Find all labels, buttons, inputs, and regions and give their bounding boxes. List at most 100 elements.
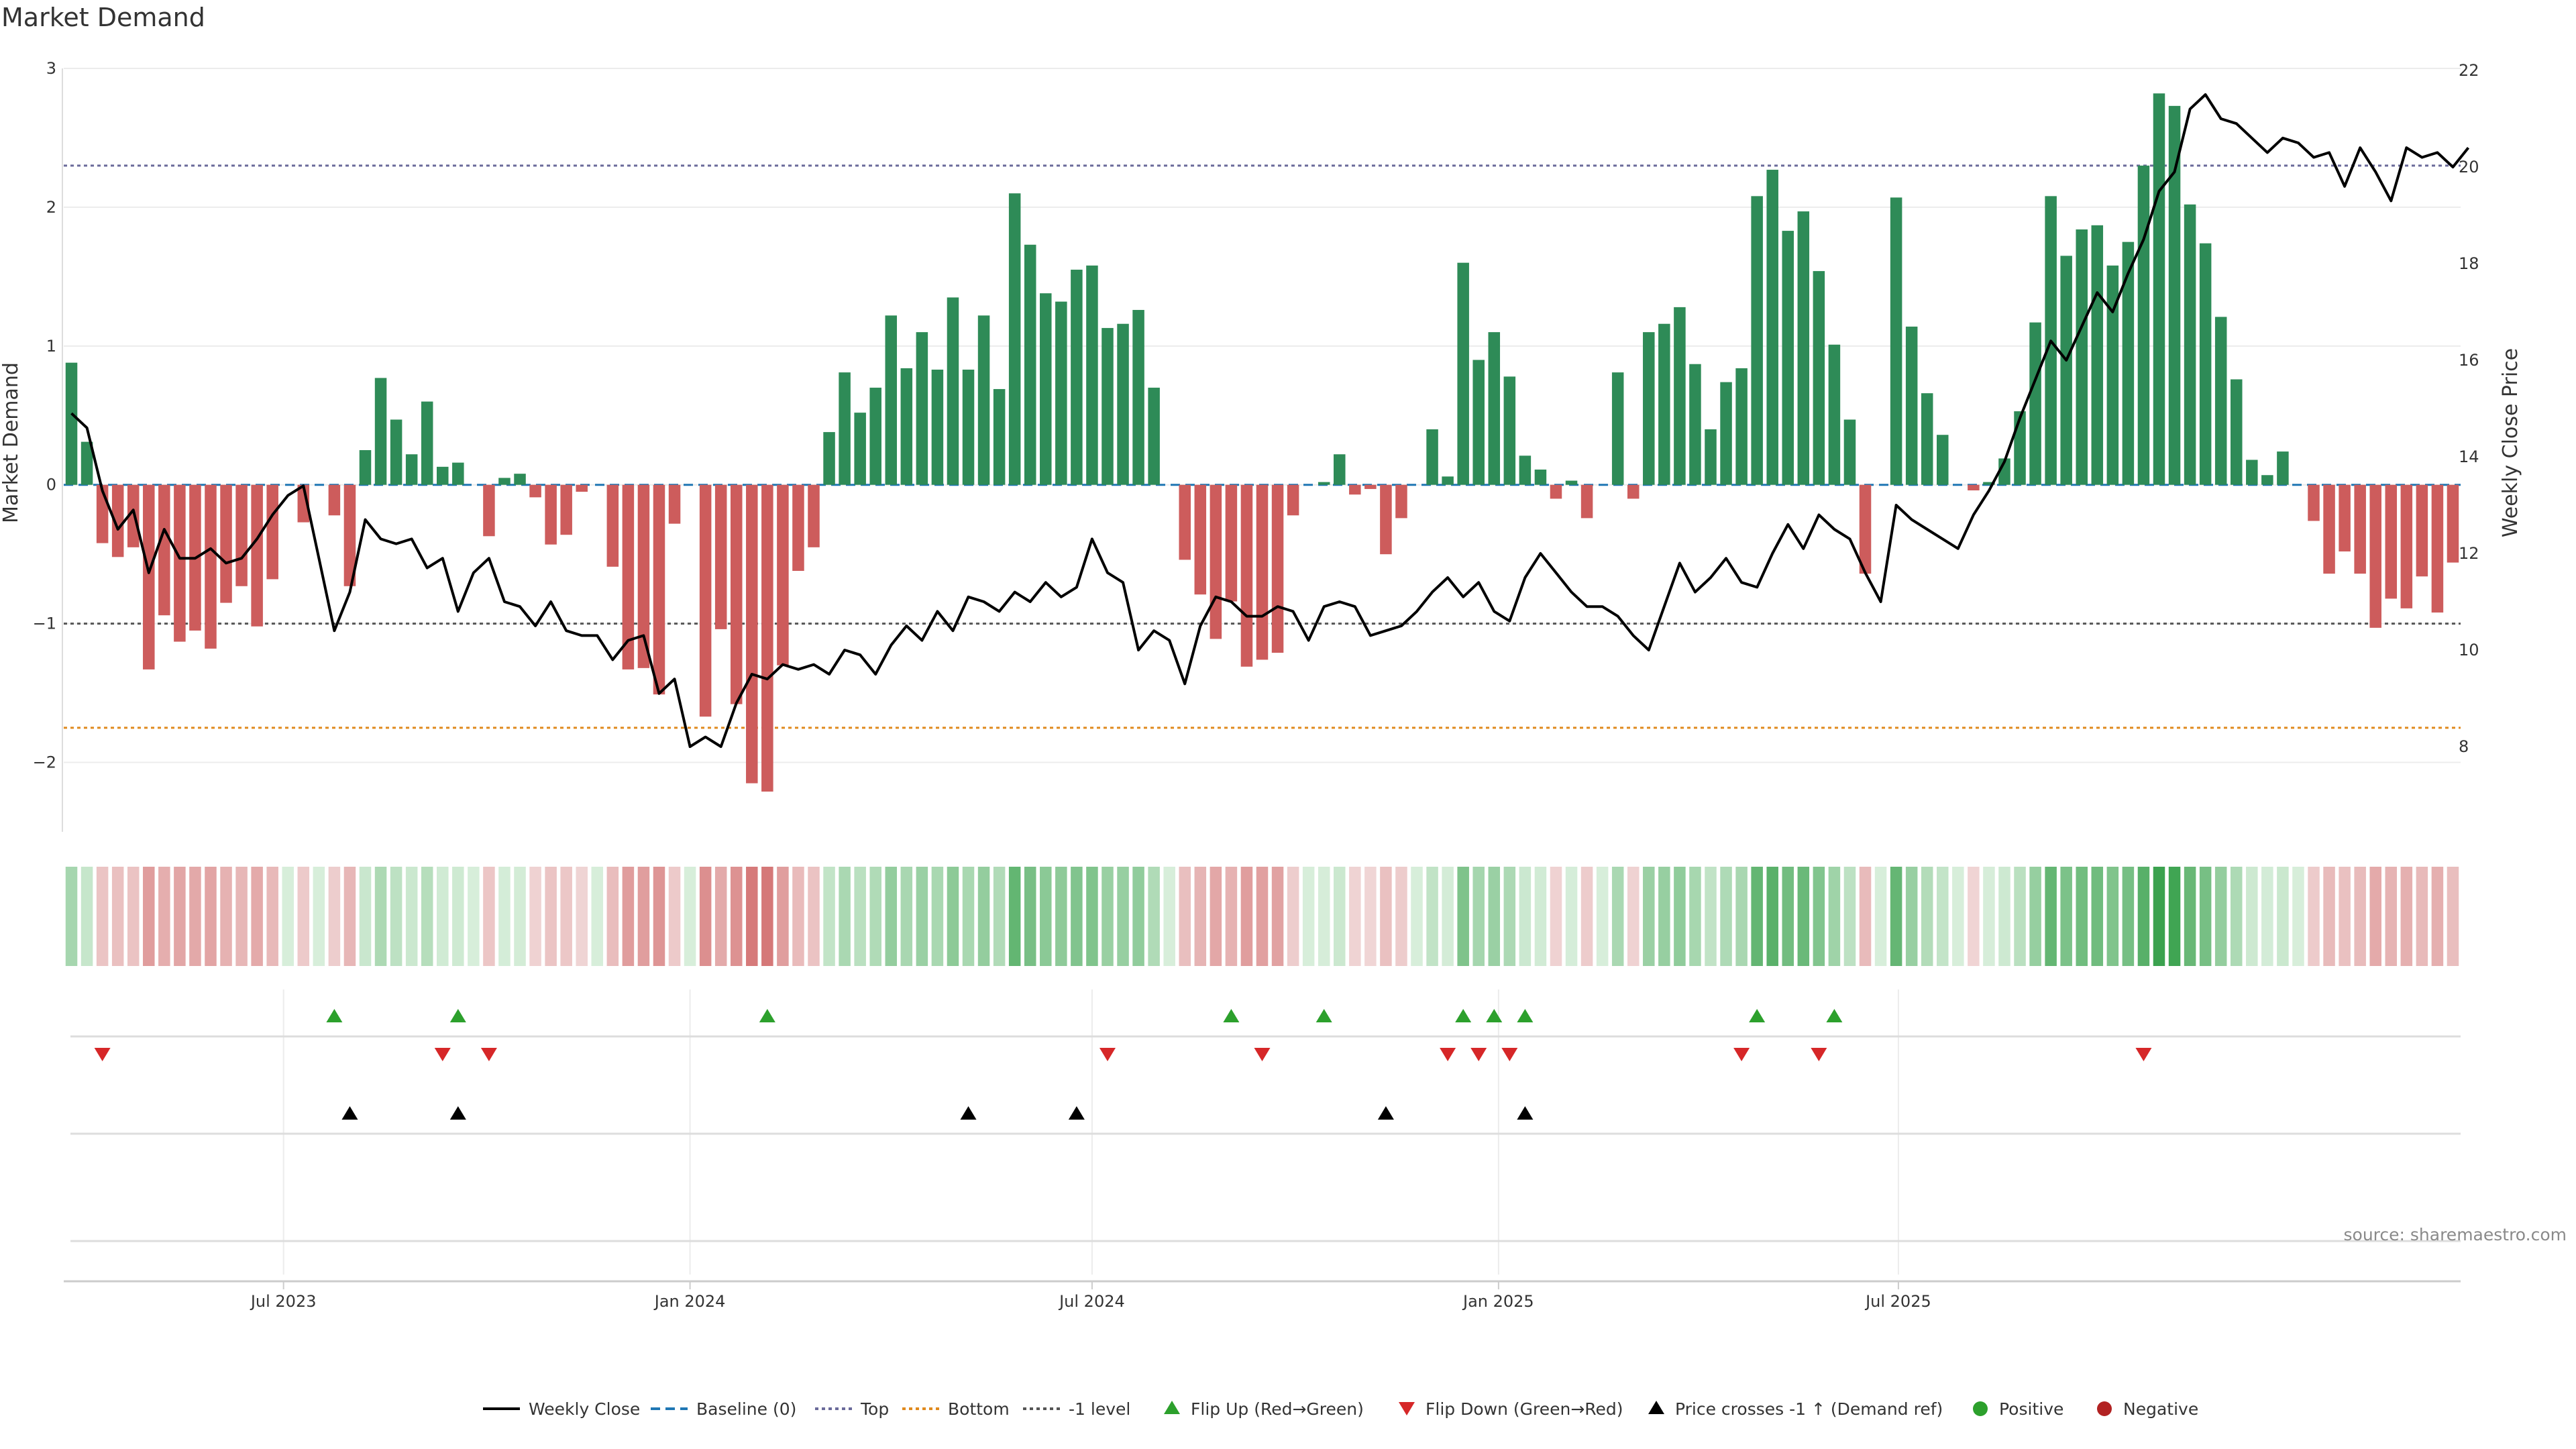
positive-demand-bar [1503,376,1516,485]
weekly-close-line [70,93,2470,748]
flip-down-marker [1811,1048,1827,1061]
heat-cell [1102,867,1114,966]
heat-cell [437,867,449,966]
positive-demand-bar [1937,435,1949,485]
positive-demand-bar [1040,293,1052,485]
legend-item: Weekly Close [483,1399,640,1419]
flip-down-marker [94,1048,111,1061]
heat-cell [514,867,526,966]
heat-cell [1318,867,1330,966]
heat-cell [1472,867,1485,966]
positive-demand-bar [900,368,913,485]
positive-demand-bar [1117,323,1129,485]
heat-cell [1411,867,1423,966]
legend-item: Bottom [902,1399,1010,1419]
negative-demand-bar [2385,484,2398,599]
y2-tick-label: 8 [2459,737,2469,756]
heat-cell [328,867,341,966]
positive-demand-bar [1086,265,1098,485]
legend-swatch [1164,1401,1180,1414]
flip-up-marker [1316,1009,1332,1022]
heat-cell [777,867,789,966]
heat-cell [2447,867,2459,966]
negative-demand-bar [1256,484,1269,660]
heat-cell [1813,867,1825,966]
positive-demand-bar [2230,379,2243,485]
positive-demand-bar [405,454,418,485]
heat-cell [1503,867,1516,966]
heat-cell [947,867,959,966]
legend: Weekly Close Baseline (0) Top Bottom -1 leve… [483,1399,2198,1419]
heat-cell [2060,867,2072,966]
legend-label: Baseline (0) [696,1399,796,1419]
heat-cell [1782,867,1794,966]
positive-demand-bar [1457,262,1469,485]
negative-demand-bar [714,484,727,629]
positive-demand-bar [2214,317,2227,485]
x-tick-label: Jul 2025 [1864,1292,1931,1311]
negative-demand-bar [1364,484,1377,489]
positive-demand-bar [1132,310,1144,485]
heat-cell [1426,867,1438,966]
heat-cell [606,867,619,966]
positive-demand-bar [2153,93,2165,485]
y2-tick-label: 18 [2459,254,2479,273]
negative-demand-bar [761,484,773,792]
weekly-close-series [70,93,2470,748]
x-axis: Jul 2023 Jan 2024 Jul 2024 Jan 2025 Jul 2025 [64,1280,2461,1311]
positive-demand-bar [65,362,78,485]
positive-demand-bar [2277,451,2289,485]
heat-cell [158,867,170,966]
positive-demand-bar [437,466,449,485]
heat-cell [390,867,402,966]
heat-cell [2014,867,2026,966]
negative-demand-bar [251,484,263,627]
legend-item: Flip Up (Red→Green) [1164,1399,1364,1419]
heat-cell [2323,867,2335,966]
positive-demand-bar [2168,105,2181,485]
negative-demand-bar [576,484,588,492]
heat-cell [746,867,758,966]
positive-demand-bar [1024,244,1036,485]
heat-cell [1519,867,1532,966]
negative-demand-bar [777,484,789,665]
y-tick-label: −1 [33,614,56,633]
positive-demand-bar [839,372,851,485]
positive-demand-bar [452,462,464,485]
heat-cell [1395,867,1407,966]
positive-demand-bar [2106,265,2119,485]
heat-cell [2045,867,2057,966]
negative-demand-bar [2339,484,2351,552]
negative-demand-bar [808,484,820,547]
flip-down-marker [1440,1048,1456,1061]
flip-up-marker [1826,1009,1843,1022]
price-cross-marker [1068,1106,1085,1120]
y2-tick-label: 14 [2459,447,2479,466]
heat-cell [1163,867,1175,966]
heat-cell [1596,867,1609,966]
negative-demand-bar [1240,484,1253,667]
heat-cell [1287,867,1299,966]
negative-demand-bar [220,484,232,603]
heat-cell [1751,867,1763,966]
legend-label: Top [860,1399,889,1419]
heat-cell [405,867,418,966]
heat-cell [1225,867,1238,966]
flip-up-marker [759,1009,775,1022]
flip-down-marker [434,1048,451,1061]
positive-demand-bar [916,332,928,485]
heat-cell [2261,867,2273,966]
heat-cell [1968,867,1980,966]
heat-cell [1658,867,1670,966]
flip-up-marker [1749,1009,1766,1022]
negative-demand-bar [328,484,341,516]
negative-demand-bar [1225,484,1238,602]
negative-demand-bar [2431,484,2444,613]
negative-demand-bar [668,484,681,524]
heat-cell [900,867,913,966]
legend-swatch [1648,1401,1664,1414]
heat-cell [2029,867,2041,966]
positive-demand-bar [80,441,93,485]
heat-cell [2214,867,2227,966]
